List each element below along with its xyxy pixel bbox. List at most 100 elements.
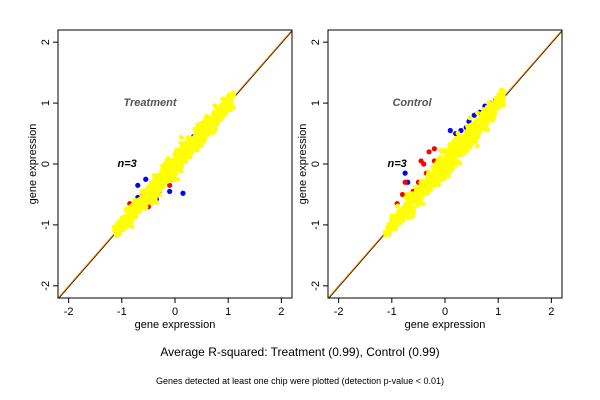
data-point — [447, 127, 453, 134]
bulk-point — [429, 172, 434, 178]
data-point — [143, 176, 149, 182]
y-tick-label: -2 — [310, 281, 322, 291]
bulk-point — [457, 137, 463, 143]
bulk-point — [436, 182, 442, 187]
bulk-point — [472, 133, 477, 138]
x-tick-label: 0 — [172, 306, 178, 318]
bulk-point — [114, 222, 119, 228]
data-point — [167, 188, 173, 195]
caption-footnote: Genes detected at least one chip were pl… — [156, 376, 444, 386]
bulk-point — [485, 116, 490, 122]
bulk-point — [400, 216, 406, 222]
bulk-point — [472, 128, 477, 134]
bulk-point — [405, 197, 411, 203]
bulk-point — [116, 226, 122, 232]
bulk-point — [225, 105, 230, 111]
bulk-point — [454, 150, 460, 156]
bulk-point — [446, 152, 452, 157]
bulk-point — [477, 127, 483, 132]
bulk-point — [216, 106, 222, 112]
bulk-point — [418, 188, 423, 193]
bulk-point — [178, 140, 184, 146]
bulk-point — [453, 136, 458, 142]
bulk-point — [386, 230, 392, 236]
bulk-point — [132, 214, 137, 220]
caption-main: Average R-squared: Treatment (0.99), Con… — [160, 345, 439, 359]
y-tick-label: 2 — [40, 39, 52, 45]
bulk-point — [418, 194, 423, 199]
bulk-point — [447, 161, 453, 167]
x-tick-label: 1 — [225, 306, 231, 318]
bulk-point — [473, 139, 479, 145]
bulk-point — [154, 200, 160, 205]
y-axis-title: gene expression — [27, 124, 39, 205]
bulk-points — [111, 90, 237, 239]
bulk-point — [144, 186, 150, 192]
bulk-point — [400, 205, 406, 210]
bulk-point — [439, 162, 445, 168]
data-point — [135, 182, 141, 188]
data-point — [431, 146, 437, 152]
bulk-point — [410, 210, 416, 216]
bulk-point — [454, 145, 460, 150]
bulk-point — [490, 101, 496, 107]
bulk-point — [496, 95, 501, 101]
bulk-point — [423, 183, 428, 189]
bulk-point — [178, 161, 183, 167]
bulk-point — [500, 94, 506, 100]
y-tick-label: -1 — [310, 220, 322, 230]
bulk-point — [387, 225, 392, 230]
x-tick-label: -1 — [117, 306, 127, 318]
bulk-point — [407, 205, 413, 211]
bulk-point — [420, 201, 426, 207]
bulk-point — [180, 155, 186, 161]
control-panel: -2 -1 0 1 2 -2 -1 0 1 2 gene expression gene expres… — [297, 29, 563, 331]
y-axis-title: gene expression — [297, 124, 309, 205]
bulk-point — [486, 100, 492, 105]
panel-label: Control — [392, 97, 432, 109]
bulk-point — [477, 121, 482, 127]
data-point — [402, 179, 408, 185]
bulk-point — [151, 172, 157, 178]
bulk-point — [484, 125, 489, 131]
y-tick-label: 0 — [310, 161, 322, 167]
bulk-point — [457, 160, 463, 166]
data-point — [402, 170, 408, 176]
bulk-point — [480, 114, 486, 119]
treatment-panel: -2 -1 0 1 2 -2 -1 0 1 2 gene expression gene expres… — [27, 29, 293, 331]
bulk-point — [426, 180, 432, 186]
bulk-point — [171, 162, 177, 168]
bulk-point — [207, 115, 212, 120]
x-tick-label: 2 — [278, 306, 284, 318]
bulk-point — [150, 181, 156, 187]
x-tick-label: 2 — [548, 306, 554, 318]
bulk-point — [165, 174, 170, 180]
bulk-point — [434, 160, 440, 166]
y-tick-label: 0 — [40, 161, 52, 167]
bulk-point — [118, 218, 123, 224]
bulk-point — [221, 113, 227, 119]
bulk-point — [459, 133, 465, 139]
bulk-point — [171, 177, 177, 183]
bulk-point — [396, 210, 402, 216]
bulk-point — [472, 124, 478, 130]
bulk-point — [450, 150, 456, 156]
bulk-point — [443, 149, 449, 155]
bulk-point — [121, 224, 127, 229]
bulk-point — [175, 176, 181, 182]
bulk-point — [177, 147, 183, 153]
data-point — [426, 149, 432, 155]
y-tick-label: 2 — [310, 39, 322, 45]
n-label: n=3 — [118, 158, 137, 170]
data-point — [167, 182, 173, 188]
bulk-point — [125, 210, 131, 216]
bulk-points — [382, 87, 507, 238]
bulk-point — [432, 180, 437, 186]
data-point — [399, 191, 406, 198]
bulk-point — [465, 138, 471, 144]
bulk-point — [129, 224, 135, 229]
bulk-point — [183, 159, 189, 164]
bulk-point — [449, 142, 455, 148]
bulk-point — [426, 169, 432, 175]
